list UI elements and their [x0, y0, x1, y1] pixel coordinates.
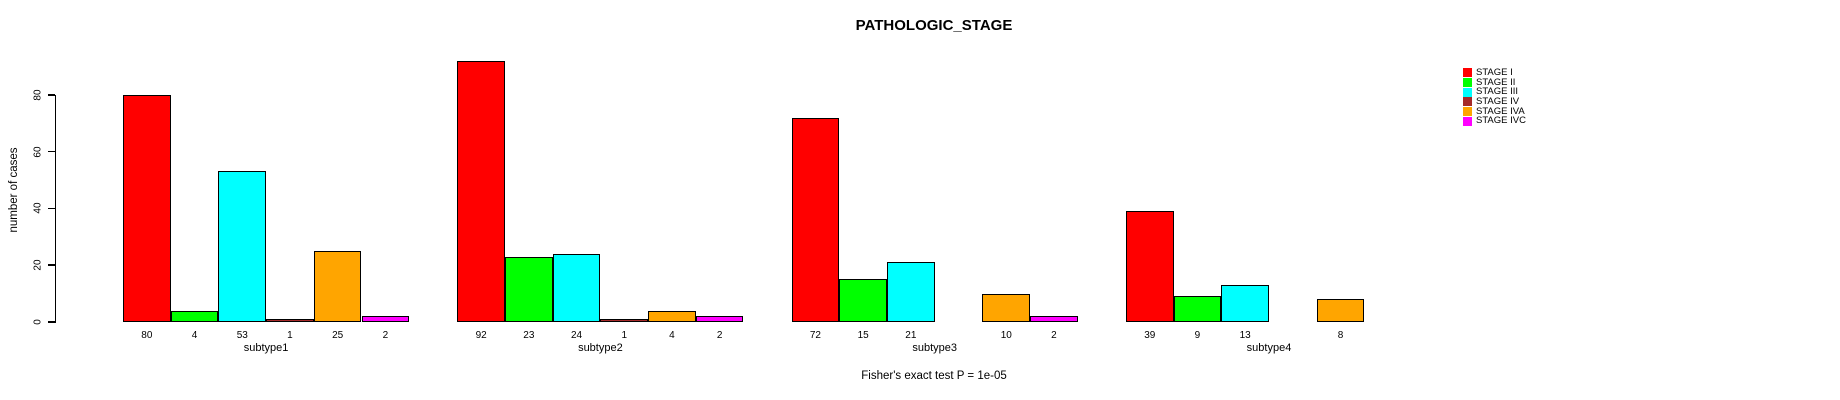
y-tick-mark — [47, 150, 55, 153]
bar-value-label: 92 — [475, 330, 487, 341]
bar-stage-ivc-subtype1 — [361, 316, 410, 322]
bar-stage-iva-subtype1 — [313, 251, 362, 322]
bar-value-label: 8 — [1337, 330, 1344, 341]
bar-stage-iv-subtype2 — [600, 319, 649, 322]
bar-stage-ii-subtype2 — [505, 256, 553, 322]
y-tick-mark — [47, 94, 55, 96]
bar-value-label: 13 — [1239, 330, 1251, 341]
bar-value-label: 1 — [287, 330, 293, 341]
x-axis-group-label-subtype1: subtype1 — [243, 342, 289, 354]
x-axis-group-label-subtype3: subtype3 — [912, 342, 958, 354]
y-tick-mark — [47, 207, 55, 210]
y-tick-mark — [47, 264, 55, 266]
bar-stage-iii-subtype4 — [1221, 285, 1269, 322]
bar-stage-iii-subtype1 — [218, 171, 267, 322]
bar-value-label: 2 — [1051, 330, 1057, 341]
legend-swatch-stage-iii — [1463, 87, 1472, 97]
bar-stage-ii-subtype3 — [839, 279, 887, 322]
bar-stage-ivc-subtype2 — [695, 316, 744, 322]
bar-stage-iva-subtype4 — [1316, 299, 1365, 322]
legend-swatch-stage-ivc — [1463, 116, 1472, 126]
bar-value-label: 24 — [570, 330, 583, 341]
legend-label: STAGE IVC — [1476, 115, 1526, 127]
bar-value-label: 80 — [141, 330, 153, 341]
legend-swatch-stage-i — [1463, 68, 1472, 78]
legend-swatch-stage-ii — [1463, 78, 1472, 88]
legend-item: STAGE IVC — [1463, 116, 1526, 126]
bar-value-label: 4 — [669, 330, 675, 341]
legend-swatch-stage-iva — [1463, 107, 1472, 117]
y-tick-mark — [47, 321, 55, 323]
y-tick-label: 60 — [32, 146, 44, 158]
bar-value-label: 21 — [905, 330, 917, 341]
bar-stage-i-subtype4 — [1125, 211, 1174, 322]
bar-stage-iva-subtype2 — [648, 310, 696, 322]
x-axis-group-label-subtype4: subtype4 — [1246, 342, 1292, 354]
bar-stage-i-subtype3 — [791, 117, 840, 322]
bar-stage-ii-subtype4 — [1173, 296, 1222, 322]
bar-value-label: 10 — [1000, 330, 1012, 341]
fisher-test-caption: Fisher's exact test P = 1e-05 — [861, 370, 1007, 382]
bar-value-label: 15 — [857, 330, 869, 341]
bar-stage-iii-subtype3 — [887, 262, 935, 322]
legend-item: STAGE II — [1463, 76, 1526, 88]
bar-value-label: 25 — [332, 330, 344, 341]
legend-item: STAGE IV — [1463, 97, 1526, 107]
bar-stage-i-subtype1 — [123, 94, 171, 322]
y-axis-line — [54, 94, 56, 323]
bar-value-label: 9 — [1194, 330, 1201, 341]
y-tick-label: 80 — [32, 89, 44, 101]
bar-value-label: 2 — [382, 330, 389, 341]
y-axis-label: number of cases — [8, 147, 20, 233]
bar-stage-iv-subtype1 — [266, 319, 314, 322]
bar-stage-i-subtype2 — [457, 60, 505, 322]
bar-value-label: 23 — [523, 330, 535, 341]
y-tick-label: 40 — [32, 202, 44, 214]
legend-label: STAGE III — [1476, 86, 1519, 98]
legend-item: STAGE III — [1463, 87, 1526, 97]
legend-label: STAGE I — [1476, 67, 1513, 78]
legend-label: STAGE IVA — [1476, 105, 1525, 117]
bar-stage-iii-subtype2 — [552, 253, 601, 322]
chart-title: PATHOLOGIC_STAGE — [855, 17, 1013, 34]
x-axis-group-label-subtype2: subtype2 — [578, 342, 623, 354]
bar-value-label: 53 — [236, 330, 248, 341]
bar-value-label: 72 — [809, 330, 821, 341]
legend-item: STAGE IVA — [1463, 107, 1526, 117]
bar-stage-iva-subtype3 — [982, 293, 1031, 322]
bar-value-label: 39 — [1144, 330, 1156, 341]
y-tick-label: 0 — [32, 319, 44, 325]
bar-value-label: 2 — [716, 330, 723, 341]
bar-stage-ii-subtype1 — [170, 310, 219, 322]
bar-stage-ivc-subtype3 — [1030, 316, 1078, 322]
legend: STAGE I STAGE II STAGE III STAGE IV STAGE IV… — [1463, 68, 1526, 126]
bar-value-label: 1 — [621, 330, 628, 341]
legend-label: STAGE IV — [1476, 96, 1520, 108]
bar-value-label: 4 — [191, 330, 198, 341]
legend-item: STAGE I — [1463, 68, 1526, 78]
y-tick-label: 20 — [32, 259, 44, 271]
legend-swatch-stage-iv — [1463, 97, 1472, 107]
legend-label: STAGE II — [1476, 76, 1516, 88]
